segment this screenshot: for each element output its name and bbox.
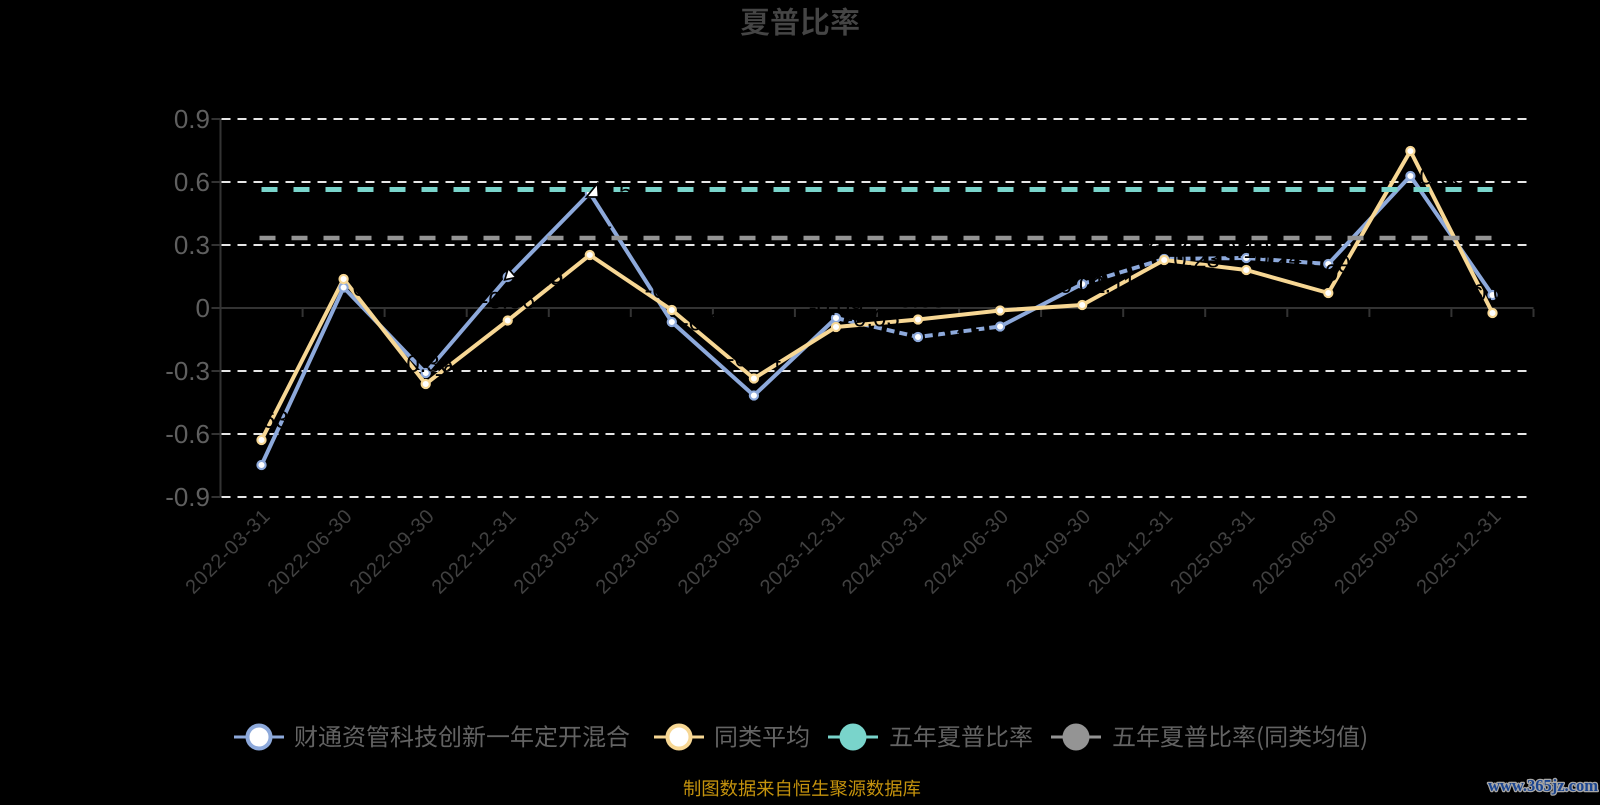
svg-text:0.63: 0.63 — [1419, 164, 1466, 191]
svg-text:0.21: 0.21 — [1337, 252, 1384, 279]
svg-text:-0.63: -0.63 — [234, 407, 289, 434]
svg-text:-0.07: -0.07 — [681, 310, 736, 337]
svg-text:-0.34: -0.34 — [727, 346, 782, 373]
svg-text:-0.9: -0.9 — [165, 482, 210, 512]
svg-text:0.23: 0.23 — [1173, 247, 1220, 274]
svg-text:0.6: 0.6 — [174, 167, 210, 197]
svg-text:-0.42: -0.42 — [763, 383, 818, 410]
svg-text:-0.09: -0.09 — [1009, 314, 1064, 341]
svg-text:-0.31: -0.31 — [435, 361, 490, 388]
svg-text:0.07: 0.07 — [1305, 260, 1352, 287]
svg-text:-0.06: -0.06 — [480, 288, 535, 315]
svg-text:0.23: 0.23 — [1141, 227, 1188, 254]
svg-text:-0.36: -0.36 — [398, 351, 453, 378]
svg-text:0.54: 0.54 — [599, 179, 646, 206]
svg-text:-0.05: -0.05 — [891, 287, 946, 314]
svg-text:0.55: 0.55 — [534, 181, 581, 208]
svg-text:-0.75: -0.75 — [271, 453, 326, 480]
svg-text:0.3: 0.3 — [174, 230, 210, 260]
svg-text:0.75: 0.75 — [1387, 118, 1434, 145]
svg-text:0.15: 0.15 — [517, 263, 564, 290]
svg-text:0: 0 — [196, 293, 210, 323]
svg-text:-0.01: -0.01 — [973, 278, 1028, 305]
svg-text:0.9: 0.9 — [174, 104, 210, 134]
svg-text:-0.02: -0.02 — [1465, 280, 1520, 307]
svg-text:-0.14: -0.14 — [927, 325, 982, 352]
svg-text:-0.3: -0.3 — [165, 356, 210, 386]
svg-text:0.25: 0.25 — [566, 222, 613, 249]
svg-text:0.14: 0.14 — [320, 246, 367, 273]
svg-text:-0.05: -0.05 — [845, 306, 900, 333]
svg-text:0.18: 0.18 — [1223, 237, 1270, 264]
svg-text:www.365jz.com: www.365jz.com — [1488, 776, 1598, 795]
svg-text:0.06: 0.06 — [1437, 283, 1484, 310]
svg-text:0.10: 0.10 — [353, 275, 400, 302]
svg-text:0.11: 0.11 — [1091, 272, 1136, 299]
svg-text:0.15: 0.15 — [517, 265, 564, 292]
svg-text:0.01: 0.01 — [1059, 272, 1106, 299]
svg-text:-0.09: -0.09 — [809, 294, 864, 321]
svg-text:-0.01: -0.01 — [644, 277, 699, 304]
svg-text:0.24: 0.24 — [1255, 246, 1302, 273]
svg-text:-0.6: -0.6 — [165, 419, 210, 449]
